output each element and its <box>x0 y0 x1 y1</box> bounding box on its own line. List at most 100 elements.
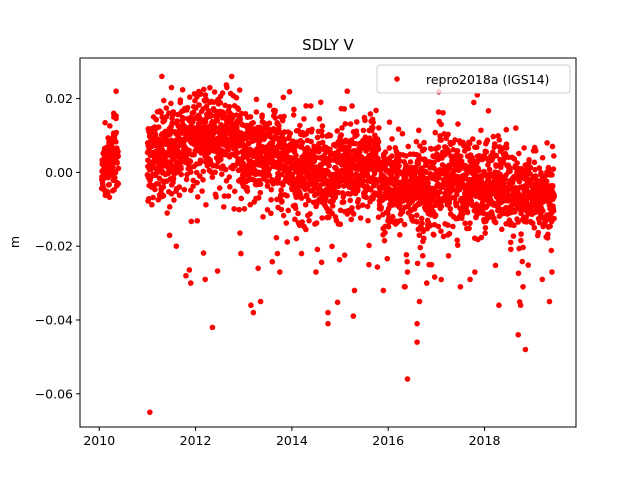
data-point <box>110 164 116 170</box>
data-point <box>168 100 174 107</box>
data-point <box>196 102 202 108</box>
data-point <box>286 88 293 95</box>
data-point <box>303 103 309 109</box>
data-point <box>306 197 312 204</box>
data-point <box>540 208 546 214</box>
data-point <box>301 116 307 122</box>
data-point <box>403 162 409 169</box>
data-point <box>340 193 347 200</box>
data-point <box>417 143 423 149</box>
data-point <box>423 280 430 286</box>
data-point <box>234 150 241 156</box>
data-point <box>436 189 443 195</box>
data-point <box>313 269 319 275</box>
data-point <box>518 237 524 244</box>
data-point <box>447 206 454 212</box>
data-point <box>187 158 194 165</box>
data-point <box>432 129 439 136</box>
data-point <box>478 127 484 134</box>
data-point <box>211 89 218 95</box>
data-point <box>287 130 294 137</box>
legend-frame <box>376 64 571 94</box>
data-point <box>106 181 112 188</box>
data-point <box>479 196 486 203</box>
data-point <box>432 212 439 219</box>
data-point <box>184 104 191 111</box>
data-point <box>273 234 280 241</box>
data-point <box>440 110 446 116</box>
data-point <box>507 239 514 246</box>
data-point <box>490 149 496 156</box>
data-point <box>513 125 519 131</box>
data-point <box>177 97 184 103</box>
data-point <box>447 165 453 171</box>
data-point <box>112 169 119 176</box>
data-point <box>485 108 492 114</box>
data-point <box>360 127 367 134</box>
data-point <box>150 194 156 201</box>
data-point <box>421 146 428 152</box>
data-point <box>269 139 276 146</box>
data-point <box>276 122 282 129</box>
data-point <box>414 219 420 225</box>
data-point <box>211 129 218 136</box>
data-point <box>302 201 309 208</box>
data-point <box>187 280 194 286</box>
data-point <box>106 194 113 200</box>
data-point <box>218 156 224 163</box>
y-tick-label: −0.04 <box>35 312 73 327</box>
data-point <box>224 84 230 91</box>
data-point <box>375 146 382 152</box>
x-tick-label: 2012 <box>180 433 212 448</box>
data-point <box>227 184 233 190</box>
data-point <box>237 230 243 236</box>
data-point <box>326 214 332 221</box>
data-point <box>367 111 374 117</box>
data-point <box>168 84 175 91</box>
data-point <box>317 99 324 106</box>
data-point <box>272 115 279 121</box>
y-axis: −0.06 −0.04 −0.02 0.00 0.02 <box>35 91 80 401</box>
data-point <box>306 217 312 224</box>
data-point <box>520 244 526 251</box>
data-point <box>253 109 260 115</box>
data-point <box>431 159 437 166</box>
data-point <box>354 131 360 138</box>
data-point <box>152 131 159 138</box>
data-point <box>147 409 153 416</box>
data-point <box>511 155 518 162</box>
data-point <box>111 186 117 193</box>
data-point <box>445 222 451 228</box>
data-point <box>113 129 120 136</box>
data-point <box>350 313 357 319</box>
data-point <box>209 174 216 180</box>
data-point <box>532 166 538 173</box>
data-point <box>160 97 167 104</box>
data-point <box>418 215 425 222</box>
data-point <box>264 178 271 185</box>
data-point <box>200 177 206 183</box>
data-point <box>202 92 209 98</box>
x-axis: 2010 2012 2014 2016 2018 <box>83 427 500 448</box>
data-point <box>404 258 410 265</box>
data-point <box>183 272 189 279</box>
data-point <box>402 283 408 290</box>
data-point <box>389 153 395 159</box>
data-point <box>483 148 490 155</box>
data-point <box>342 120 349 127</box>
data-point <box>476 167 482 174</box>
data-point <box>545 231 551 238</box>
data-point <box>431 274 438 280</box>
data-point <box>405 143 412 150</box>
data-point <box>279 117 286 124</box>
data-point <box>496 137 503 143</box>
data-point <box>484 203 490 209</box>
data-point <box>160 184 167 190</box>
data-point <box>217 99 224 106</box>
data-point <box>438 203 445 210</box>
y-tick-label: −0.06 <box>35 386 73 401</box>
scatter-series <box>98 73 558 416</box>
data-point <box>269 258 276 265</box>
data-point <box>519 258 526 265</box>
data-point <box>152 186 158 193</box>
